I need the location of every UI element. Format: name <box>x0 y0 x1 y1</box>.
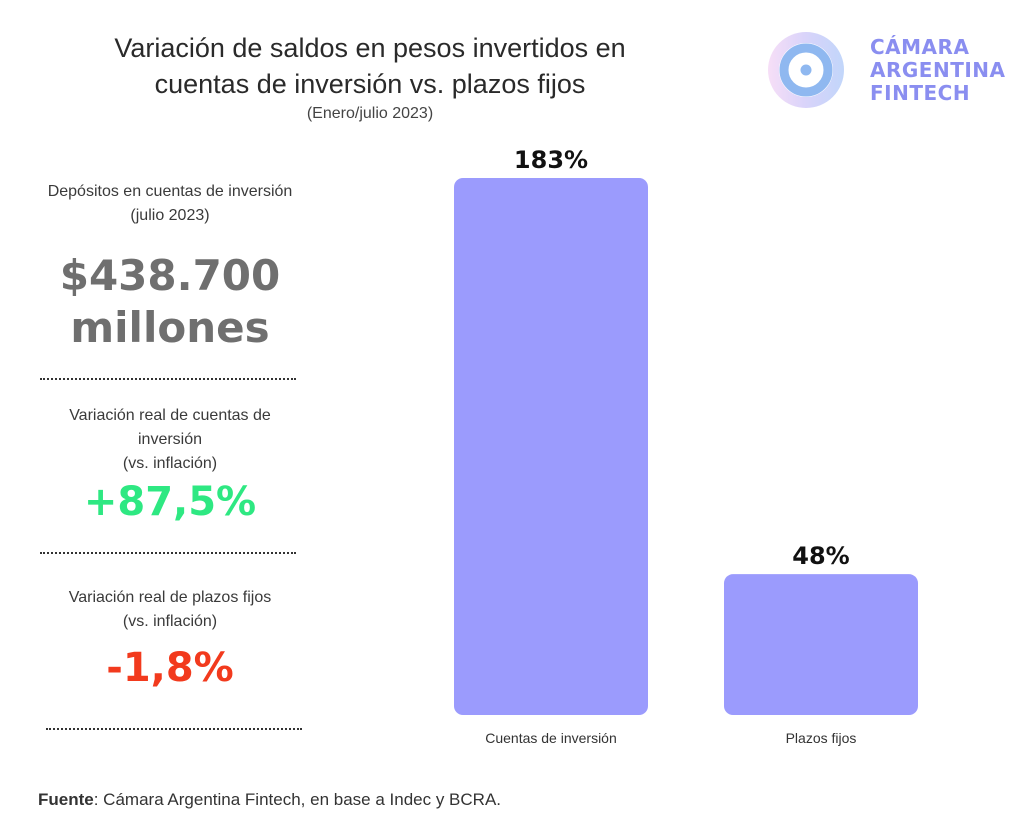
source-text: : Cámara Argentina Fintech, en base a In… <box>93 790 502 809</box>
divider-3 <box>46 728 302 730</box>
pf-label-line-1: Variación real de plazos fijos <box>68 589 272 606</box>
pf-label-line-2: (vs. inflación) <box>122 613 218 630</box>
inv-label-line-1: Variación real de cuentas de <box>69 407 271 424</box>
pf-variation-value: -1,8% <box>106 645 234 691</box>
inv-label-line-3: (vs. inflación) <box>122 455 218 472</box>
deposits-label-line-1: Depósitos en cuentas de inversión <box>47 183 293 200</box>
logo-line-3: FINTECH <box>870 81 971 105</box>
category-label-plazos-fijos: Plazos fijos <box>786 730 857 746</box>
logo-line-2: ARGENTINA <box>870 58 1006 82</box>
logo-wordmark: CÁMARA ARGENTINA FINTECH <box>870 36 1006 105</box>
source-note: Fuente: Cámara Argentina Fintech, en bas… <box>38 790 501 810</box>
inv-label-line-2: inversión <box>137 431 203 448</box>
logo-line-1: CÁMARA <box>870 35 970 59</box>
deposits-value-line-2: millones <box>70 303 270 352</box>
deposits-label-line-2: (julio 2023) <box>130 207 210 224</box>
value-label-inversion: 183% <box>514 146 588 174</box>
bar-inversion <box>454 178 648 715</box>
divider-2 <box>40 552 296 554</box>
summary-panel: Depósitos en cuentas de inversión (julio… <box>0 0 340 760</box>
deposits-value: $438.700 millones <box>10 250 330 354</box>
title-line-1: Variación de saldos en pesos invertidos … <box>114 33 626 63</box>
chart-title: Variación de saldos en pesos invertidos … <box>40 30 700 102</box>
pf-variation-label: Variación real de plazos fijos (vs. infl… <box>10 586 330 634</box>
source-label: Fuente <box>38 790 94 809</box>
logo-ring-icon <box>768 32 844 108</box>
inv-variation-value: +87,5% <box>83 479 257 525</box>
deposits-value-line-1: $438.700 <box>59 251 281 300</box>
fintech-logo: CÁMARA ARGENTINA FINTECH <box>760 30 1010 110</box>
category-label-inversion: Cuentas de inversión <box>485 730 617 746</box>
bar-plazos-fijos <box>724 574 918 715</box>
bar-chart: 183% Cuentas de inversión 48% Plazos fijos <box>454 146 918 746</box>
title-line-2: cuentas de inversión vs. plazos fijos <box>154 69 586 99</box>
inv-variation-label: Variación real de cuentas de inversión (… <box>10 404 330 476</box>
value-label-plazos-fijos: 48% <box>792 542 849 570</box>
deposits-label: Depósitos en cuentas de inversión (julio… <box>10 180 330 228</box>
divider-1 <box>40 378 296 380</box>
chart-subtitle: (Enero/julio 2023) <box>306 105 434 122</box>
